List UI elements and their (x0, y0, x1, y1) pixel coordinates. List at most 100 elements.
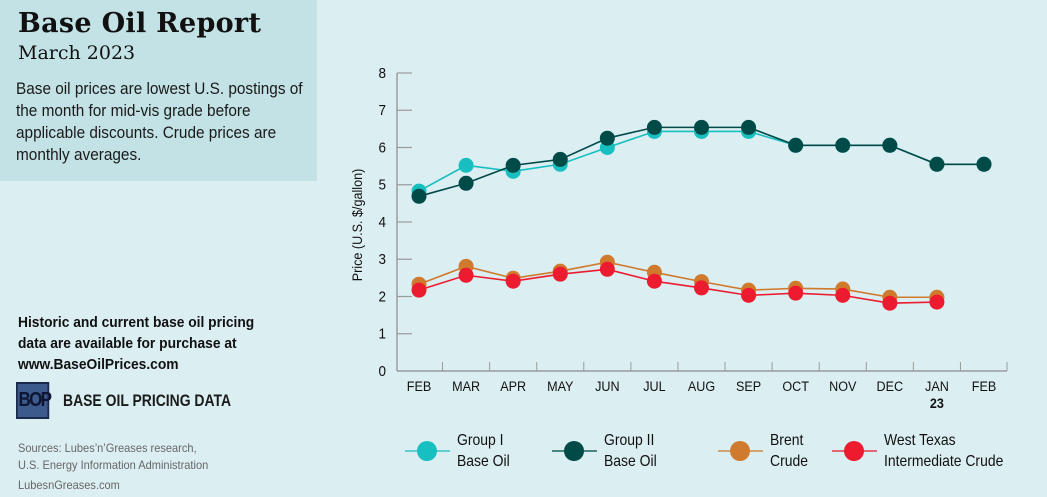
legend-label: Group I (457, 432, 503, 449)
x-tick-sublabel: 23 (930, 395, 944, 411)
y-tick-label: 1 (378, 326, 386, 343)
sources-line-2: U.S. Energy Information Administration (18, 458, 209, 472)
bop-logo: BOP (16, 382, 52, 419)
legend-label: Group II (604, 432, 654, 449)
y-tick-label: 4 (378, 214, 386, 231)
report-title: Base Oil Report (18, 8, 262, 39)
site-credit: LubesnGreases.com (18, 478, 120, 492)
series-west-texas-intermediate-crude (411, 261, 945, 311)
header-panel (0, 0, 317, 181)
data-point (646, 273, 662, 289)
x-tick-label-group: APR (500, 378, 526, 394)
x-tick-label: FEB (407, 378, 432, 394)
x-tick-label: JUN (595, 378, 619, 394)
data-point (741, 287, 757, 303)
x-tick-label: SEP (736, 378, 761, 394)
legend-label: Crude (770, 453, 808, 470)
data-point (599, 130, 615, 146)
data-point (458, 175, 474, 191)
legend-label-group: Base Oil (457, 453, 510, 470)
data-point (552, 266, 568, 282)
legend-label-group: Group II (604, 432, 654, 449)
legend-item: Group I Base Oil (405, 432, 510, 470)
legend-marker (730, 441, 750, 461)
legend-label: Intermediate Crude (884, 453, 1003, 470)
report-subtitle: March 2023 (18, 42, 136, 64)
x-tick-label: NOV (829, 378, 856, 394)
data-point (788, 285, 804, 301)
promo-line-2: data are available for purchase at (18, 335, 237, 352)
data-point (976, 156, 992, 172)
data-point (788, 137, 804, 153)
x-tick-label-group: NOV (829, 378, 856, 394)
x-tick-label: MAY (547, 378, 573, 394)
y-axis-label: Price (U.S. $/gallon) (349, 169, 365, 282)
data-point (411, 282, 427, 298)
legend-marker (417, 441, 437, 461)
series-line (418, 261, 937, 299)
y-tick-label: 6 (378, 140, 386, 157)
x-tick-label: FEB (972, 378, 997, 394)
promo-url-link[interactable]: www.BaseOilPrices.com (18, 356, 179, 373)
brand-block: BOP BASE OIL PRICING DATA (16, 382, 268, 419)
x-tick-label: AUG (688, 378, 715, 394)
data-point (882, 137, 898, 153)
data-point (411, 188, 427, 204)
x-tick-label-group: JUN (595, 378, 619, 394)
x-tick-label-group: FEB (407, 378, 432, 394)
y-tick-label: 2 (378, 289, 386, 306)
series-line (418, 130, 984, 192)
y-tick-label: 3 (378, 252, 386, 269)
legend-label: West Texas (884, 432, 956, 449)
data-point (694, 119, 709, 135)
legend-item: Brent Crude (718, 432, 808, 470)
data-point (505, 273, 521, 289)
sources-line-1: Sources: Lubes’n’Greases research, (18, 441, 197, 455)
data-point (458, 157, 474, 173)
x-tick-label-group: JUL (643, 378, 665, 394)
legend-label: Base Oil (457, 453, 510, 470)
series-line (418, 268, 937, 305)
y-tick-label: 8 (378, 65, 386, 82)
x-tick-label: JUL (643, 378, 665, 394)
report-description: Base oil prices are lowest U.S. postings… (16, 80, 303, 164)
x-tick-label-group: SEP (736, 378, 761, 394)
series-group-ii-base-oil (411, 119, 992, 204)
data-point (929, 294, 945, 310)
data-point (505, 157, 521, 173)
data-point (882, 295, 898, 311)
brand-name: BASE OIL PRICING DATA (63, 390, 232, 410)
y-tick-label: 0 (378, 363, 386, 380)
data-point (929, 156, 945, 172)
x-tick-label-group: DEC (877, 378, 904, 394)
legend-label-group: Crude (770, 453, 808, 470)
data-point (741, 119, 757, 135)
y-tick-label: 7 (378, 103, 386, 120)
promo-line-1: Historic and current base oil pricing (18, 314, 255, 331)
x-tick-label-group: FEB (972, 378, 997, 394)
legend-label-group: Brent (770, 432, 803, 449)
legend-label-group: Group I (457, 432, 503, 449)
legend-marker (844, 441, 864, 461)
legend-marker (564, 441, 584, 461)
legend: Group I Base Oil Group II Base Oil Brent Crud… (405, 432, 1003, 470)
data-point (552, 151, 568, 167)
legend-item: Group II Base Oil (552, 432, 657, 470)
x-tick-label-group: OCT (782, 378, 809, 394)
y-tick-label: 5 (378, 177, 386, 194)
x-tick-label-group: AUG (688, 378, 715, 394)
x-tick-label: OCT (782, 378, 809, 394)
series-group-i-base-oil (411, 123, 992, 199)
x-tick-label: DEC (877, 378, 904, 394)
data-point (646, 119, 662, 135)
legend-label-group: Base Oil (604, 453, 657, 470)
data-point (458, 267, 474, 283)
x-tick-label-group: MAR (452, 378, 480, 394)
sources: Sources: Lubes’n’Greases research, U.S. … (18, 440, 257, 474)
data-point (835, 137, 851, 153)
legend-item: West Texas Intermediate Crude (832, 432, 1003, 470)
x-tick-label: JAN (925, 378, 949, 394)
